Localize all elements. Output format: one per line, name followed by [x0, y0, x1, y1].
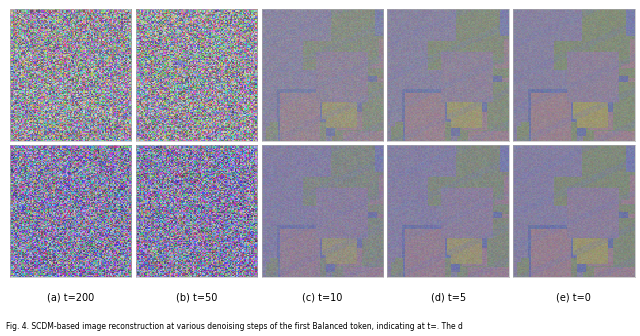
Text: (a) t=200: (a) t=200: [47, 292, 94, 302]
Text: (e) t=0: (e) t=0: [556, 292, 591, 302]
Text: (b) t=50: (b) t=50: [176, 292, 217, 302]
Text: Fig. 4. SCDM-based image reconstruction at various denoising steps of the first : Fig. 4. SCDM-based image reconstruction …: [6, 322, 463, 331]
Text: (c) t=10: (c) t=10: [302, 292, 342, 302]
Text: (d) t=5: (d) t=5: [431, 292, 466, 302]
